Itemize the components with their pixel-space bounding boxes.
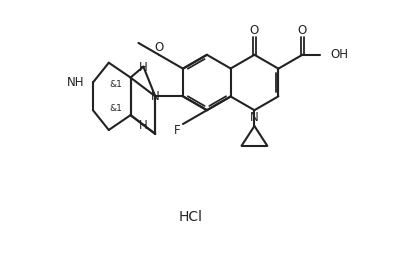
Text: O: O — [250, 24, 259, 37]
Text: O: O — [154, 41, 164, 54]
Text: H: H — [139, 119, 147, 132]
Text: H: H — [139, 61, 147, 74]
Text: &1: &1 — [110, 104, 123, 113]
Text: HCl: HCl — [178, 210, 202, 224]
Text: &1: &1 — [110, 80, 123, 89]
Text: O: O — [298, 24, 307, 37]
Text: OH: OH — [330, 48, 348, 61]
Text: F: F — [174, 124, 180, 137]
Text: NH: NH — [66, 76, 84, 89]
Text: N: N — [151, 90, 160, 103]
Text: N: N — [250, 110, 259, 124]
